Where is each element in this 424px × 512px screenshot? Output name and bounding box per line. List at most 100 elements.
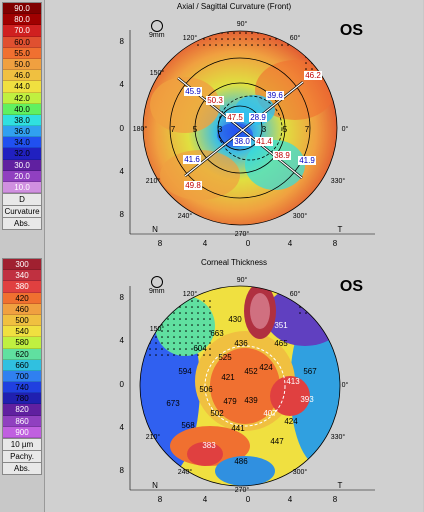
legend-swatch: 10.0 xyxy=(3,182,41,194)
thickness-panel: 300 340 380 420 460 500 540 580 620 660 700 740 780 8… xyxy=(0,256,424,512)
legend-swatch: 660 xyxy=(3,359,41,371)
value-box xyxy=(273,151,291,160)
y-tick-label: 0 xyxy=(120,380,125,389)
y-tick-label: 4 xyxy=(120,167,125,176)
thickness-map[interactable]: 430 351 663 436 465 604 525 424 594 452 421 413 567 5… xyxy=(44,256,423,512)
value-box xyxy=(298,156,316,165)
value-box xyxy=(249,113,267,122)
x-tick-label: 8 xyxy=(158,239,163,248)
thickness-value: 568 xyxy=(181,421,195,430)
thickness-value: 465 xyxy=(274,339,288,348)
ring-label: 5 xyxy=(193,125,198,134)
legend-swatch: 340 xyxy=(3,270,41,282)
angle-label: 240° xyxy=(178,212,193,220)
curvature-legend: 90.0 80.0 70.0 60.0 55.0 50.0 46.0 44.0 42.0 40.0… xyxy=(2,2,42,231)
legend-swatch: 820 xyxy=(3,404,41,416)
magnifier-icon xyxy=(151,276,163,288)
x-tick-label: 4 xyxy=(288,239,293,248)
angle-label: 150° xyxy=(150,69,165,77)
y-tick-label: 4 xyxy=(120,423,125,432)
legend-swatch: 500 xyxy=(3,314,41,327)
thickness-value: 413 xyxy=(286,377,300,386)
scale-label: 9mm xyxy=(149,288,165,295)
ring-label: 7 xyxy=(305,125,310,134)
thickness-value: 430 xyxy=(228,315,242,324)
angle-label: 90° xyxy=(237,276,248,284)
thickness-title: Corneal Thickness xyxy=(200,258,268,267)
legend-swatch: 40.0 xyxy=(3,103,41,115)
curvature-value: 41.4 xyxy=(256,137,272,146)
angle-label: 60° xyxy=(290,34,301,42)
curvature-value: 41.6 xyxy=(184,155,200,164)
angle-label: 330° xyxy=(331,433,346,441)
angle-label: 300° xyxy=(293,468,308,476)
x-tick-label: 4 xyxy=(203,495,208,504)
legend-swatch: 42.0 xyxy=(3,92,41,104)
thickness-value: 351 xyxy=(274,321,288,330)
value-box xyxy=(304,71,322,80)
thickness-value: 421 xyxy=(221,373,235,382)
legend-swatch: 32.0 xyxy=(3,148,41,160)
x-tick-label: 0 xyxy=(246,495,251,504)
ring-label: 7 xyxy=(171,125,176,134)
curvature-value: 41.9 xyxy=(299,156,315,165)
curvature-map[interactable]: 46.2 45.9 50.3 39.6 47.5 28.9 38.0 41.4 41.6 38.9… xyxy=(44,0,423,256)
zoom-control[interactable]: 9mm xyxy=(149,276,165,295)
angle-label: 210° xyxy=(146,177,161,185)
thickness-value: 424 xyxy=(284,417,298,426)
thickness-value: 525 xyxy=(218,353,232,362)
thickness-value: 567 xyxy=(303,367,317,376)
legend-step: 10 µm xyxy=(3,438,41,450)
thickness-value: 594 xyxy=(178,367,192,376)
curvature-value: 39.6 xyxy=(267,91,283,100)
x-tick-label: 8 xyxy=(158,495,163,504)
curvature-value: 28.9 xyxy=(250,113,266,122)
thickness-value: 502 xyxy=(210,409,224,418)
thickness-value: 486 xyxy=(234,457,248,466)
x-tick-label: 8 xyxy=(333,495,338,504)
thickness-value: 424 xyxy=(259,363,273,372)
angle-label: 90° xyxy=(237,20,248,28)
legend-swatch: 740 xyxy=(3,382,41,394)
legend-swatch: 38.0 xyxy=(3,114,41,127)
x-tick-label: 4 xyxy=(203,239,208,248)
ring-label: 3 xyxy=(218,125,223,134)
thickness-value: 673 xyxy=(166,399,180,408)
value-box xyxy=(255,137,273,146)
legend-swatch: 70.0 xyxy=(3,25,41,37)
value-box xyxy=(184,87,202,96)
legend-mode[interactable]: Abs. xyxy=(3,217,41,230)
thickness-value: 604 xyxy=(193,344,207,353)
curvature-title: Axial / Sagittal Curvature (Front) xyxy=(176,2,292,11)
angle-label: 150° xyxy=(150,325,165,333)
angle-label: 180° xyxy=(133,125,148,133)
angle-label: 210° xyxy=(146,433,161,441)
angle-label: 330° xyxy=(331,177,346,185)
legend-swatch: 36.0 xyxy=(3,126,41,138)
angle-label: 0° xyxy=(342,125,349,133)
legend-swatch: 50.0 xyxy=(3,58,41,71)
legend-swatch: 700 xyxy=(3,370,41,383)
temporal-label: T xyxy=(338,225,343,234)
legend-swatch: 380 xyxy=(3,281,41,293)
legend-swatch: 540 xyxy=(3,326,41,338)
curvature-map-svg: 46.2 45.9 50.3 39.6 47.5 28.9 38.0 41.4 41.6 38.9… xyxy=(120,20,375,248)
curvature-value: 45.9 xyxy=(185,87,201,96)
legend-swatch: 900 xyxy=(3,426,41,438)
nasal-label: N xyxy=(152,225,158,234)
thickness-legend: 300 340 380 420 460 500 540 580 620 660 700 740 780 8… xyxy=(2,258,42,475)
angle-label: 300° xyxy=(293,212,308,220)
nasal-label: N xyxy=(152,481,158,490)
legend-mode[interactable]: Abs. xyxy=(3,462,41,474)
thickness-value: 439 xyxy=(244,396,258,405)
legend-swatch: 860 xyxy=(3,415,41,427)
value-box xyxy=(206,96,224,105)
zoom-control[interactable]: 9mm xyxy=(149,20,165,39)
ring-label: 3 xyxy=(262,125,267,134)
y-tick-label: 8 xyxy=(120,466,125,475)
legend-swatch: 460 xyxy=(3,303,41,315)
legend-swatch: 55.0 xyxy=(3,47,41,59)
value-box xyxy=(233,137,251,146)
thickness-value: 393 xyxy=(300,395,314,404)
